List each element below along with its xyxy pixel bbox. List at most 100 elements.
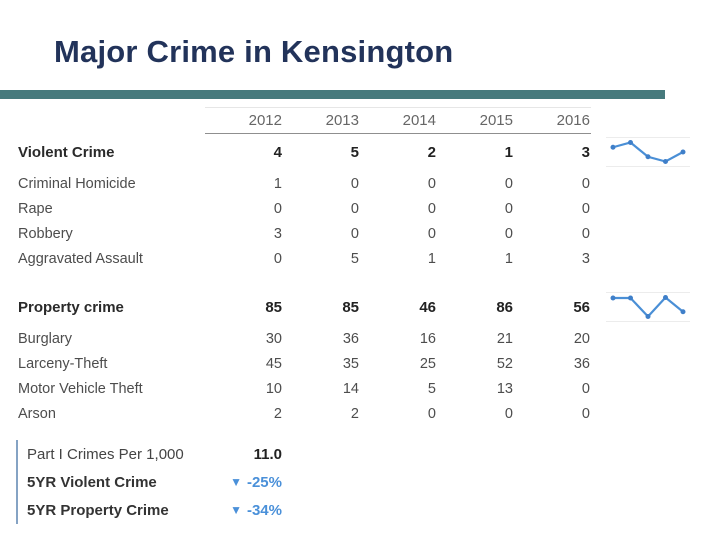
stat-value-text: 11.0: [253, 445, 282, 463]
table-section: Violent Crime 4 5 2 1 3 Criminal Homicide 1 0 0 0 0…: [18, 133, 708, 271]
stat-value: 11.0: [224, 446, 282, 463]
cell-value: 20: [573, 330, 590, 347]
year-header-underline: [205, 133, 591, 134]
cell-value: 1: [273, 175, 282, 192]
year-header: 2014: [402, 112, 436, 129]
cell-value: 0: [581, 380, 590, 397]
cell-value: 46: [419, 298, 436, 316]
page-title: Major Crime in Kensington: [54, 34, 454, 69]
row-label: Violent Crime: [18, 143, 115, 161]
sparkline-chart: [606, 292, 690, 322]
table-row: Criminal Homicide 1 0 0 0 0: [18, 171, 708, 196]
down-triangle-icon: ▼: [230, 502, 242, 517]
row-label: Criminal Homicide: [18, 175, 136, 192]
title-divider: [0, 90, 665, 99]
cell-value: 45: [265, 355, 282, 372]
row-label: Property crime: [18, 298, 124, 316]
cell-value: 4: [273, 143, 282, 161]
cell-value: 0: [581, 200, 590, 217]
cell-value: 0: [581, 225, 590, 242]
cell-value: 16: [419, 330, 436, 347]
cell-value: 0: [427, 225, 436, 242]
stat-row: 5YR Property Crime ▼ -34%: [27, 496, 282, 524]
cell-value: 21: [496, 330, 513, 347]
cell-value: 85: [265, 298, 282, 316]
table-row: Robbery 3 0 0 0 0: [18, 221, 708, 246]
cell-value: 0: [427, 405, 436, 422]
table-row: Arson 2 2 0 0 0: [18, 401, 708, 426]
stat-value: ▼ -25%: [224, 474, 282, 491]
cell-value: 0: [504, 405, 513, 422]
crime-table: 2012 2013 2014 2015 2016 Violent Crime 4 5…: [18, 108, 708, 426]
stat-value-text: -25%: [246, 473, 282, 491]
cell-value: 0: [427, 175, 436, 192]
cell-value: 0: [350, 175, 359, 192]
year-header: 2013: [325, 112, 359, 129]
table-row: Larceny-Theft 45 35 25 52 36: [18, 351, 708, 376]
table-top-line: [205, 107, 591, 108]
sparkline-chart: [606, 137, 690, 167]
spark-spacer: [606, 170, 690, 198]
spark-spacer: [606, 220, 690, 248]
spark-spacer: [606, 375, 690, 403]
cell-value: 0: [504, 175, 513, 192]
cell-value: 1: [504, 143, 513, 161]
cell-value: 35: [342, 355, 359, 372]
cell-value: 52: [496, 355, 513, 372]
stats-panel: Part I Crimes Per 1,000 11.0 5YR Violent C…: [16, 440, 282, 524]
cell-value: 0: [350, 200, 359, 217]
cell-value: 5: [350, 250, 359, 267]
table-row: Burglary 30 36 16 21 20: [18, 326, 708, 351]
year-header: 2016: [556, 112, 590, 129]
sparkline-svg: [610, 295, 686, 319]
crime-table-body: Violent Crime 4 5 2 1 3 Criminal Homicide 1 0 0 0 0…: [18, 133, 708, 426]
spark-spacer: [606, 245, 690, 273]
down-triangle-icon: ▼: [230, 474, 242, 489]
stat-value: ▼ -34%: [224, 502, 282, 519]
cell-value: 85: [342, 298, 359, 316]
table-row: Rape 0 0 0 0 0: [18, 196, 708, 221]
cell-value: 5: [427, 380, 436, 397]
cell-value: 25: [419, 355, 436, 372]
table-header-row: 2012 2013 2014 2015 2016: [18, 108, 708, 133]
stat-label: Part I Crimes Per 1,000: [27, 445, 184, 463]
cell-value: 56: [573, 298, 590, 316]
cell-value: 0: [350, 225, 359, 242]
cell-value: 0: [504, 225, 513, 242]
cell-value: 1: [504, 250, 513, 267]
stat-value-text: -34%: [246, 501, 282, 519]
cell-value: 3: [581, 250, 590, 267]
stat-row: 5YR Violent Crime ▼ -25%: [27, 468, 282, 496]
cell-value: 36: [342, 330, 359, 347]
cell-value: 10: [265, 380, 282, 397]
table-section: Property crime 85 85 46 86 56 Burglary 30 36 16 21…: [18, 288, 708, 426]
table-row: Motor Vehicle Theft 10 14 5 13 0: [18, 376, 708, 401]
cell-value: 3: [273, 225, 282, 242]
year-header: 2015: [479, 112, 513, 129]
cell-value: 0: [273, 250, 282, 267]
year-header: 2012: [248, 112, 282, 129]
spark-spacer: [606, 325, 690, 353]
cell-value: 1: [427, 250, 436, 267]
spark-spacer: [606, 400, 690, 428]
row-label: Arson: [18, 405, 56, 422]
cell-value: 0: [273, 200, 282, 217]
cell-value: 0: [427, 200, 436, 217]
table-row: Property crime 85 85 46 86 56: [18, 288, 708, 326]
sparkline-svg: [610, 140, 686, 164]
cell-value: 0: [581, 175, 590, 192]
cell-value: 36: [573, 355, 590, 372]
row-label: Robbery: [18, 225, 73, 242]
row-label: Rape: [18, 200, 53, 217]
stat-row: Part I Crimes Per 1,000 11.0: [27, 440, 282, 468]
table-row: Aggravated Assault 0 5 1 1 3: [18, 246, 708, 271]
row-label: Burglary: [18, 330, 72, 347]
cell-value: 2: [427, 143, 436, 161]
cell-value: 2: [350, 405, 359, 422]
row-label: Motor Vehicle Theft: [18, 380, 143, 397]
spark-spacer: [606, 350, 690, 378]
spark-spacer: [606, 107, 690, 135]
row-label: Larceny-Theft: [18, 355, 108, 372]
cell-value: 3: [581, 143, 590, 161]
